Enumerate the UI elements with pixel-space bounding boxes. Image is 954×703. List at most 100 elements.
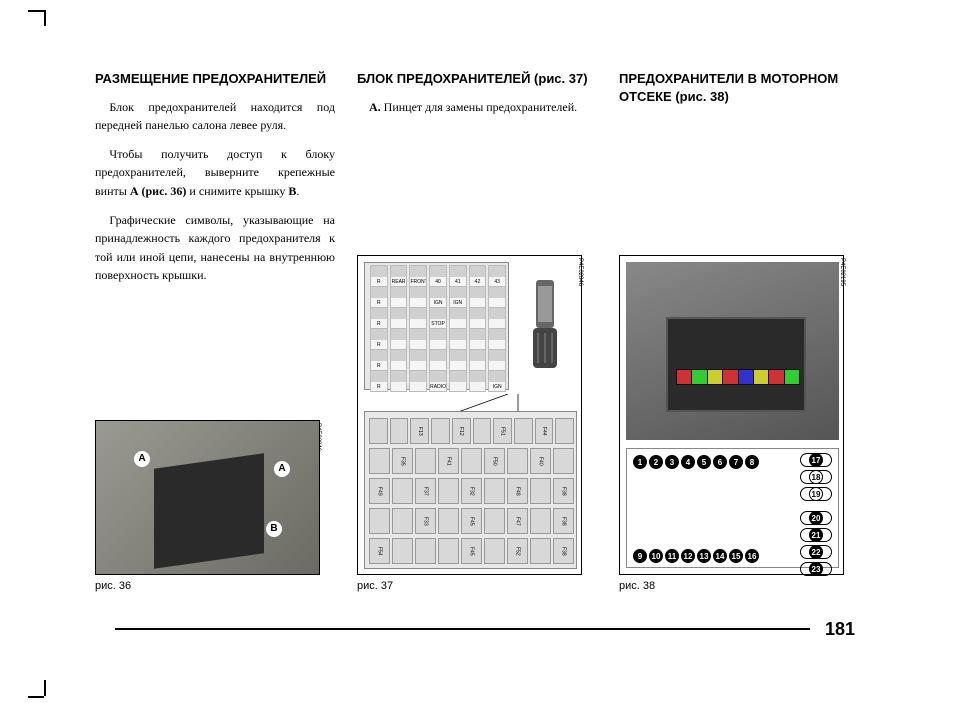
fig37-icon-cell — [409, 370, 427, 392]
fig37-icon-cell — [390, 286, 408, 308]
column-3: ПРЕДОХРАНИТЕЛИ В МОТОРНОМ ОТСЕКЕ (рис. 3… — [619, 70, 859, 115]
fig37-fuse-slot — [514, 418, 533, 444]
fig37-icon-cell — [390, 307, 408, 329]
fig37-fuse-slot — [392, 508, 413, 534]
fig38-marker-2: 2 — [649, 455, 663, 469]
fig37-fuse-slot — [553, 448, 574, 474]
fig36-fusebox-cover — [154, 453, 264, 568]
page-number-rule — [115, 628, 810, 630]
fig37-icon-cell: IGN — [488, 370, 506, 392]
fig37-icon-cell: 40 — [429, 265, 447, 287]
fig38-marker-4: 4 — [681, 455, 695, 469]
fig37-icon-cell — [390, 349, 408, 371]
fig38-marker-10: 10 — [649, 549, 663, 563]
fig38-marker-18: 18 — [809, 470, 823, 484]
fig37-icon-cell — [469, 307, 487, 329]
fig37-code: P4E02846 — [577, 258, 583, 286]
fig37-fuse-slot — [438, 478, 459, 504]
fig37-icon-cell: R — [370, 328, 388, 350]
fig37-icon-row: RREARFRONT40414243 — [369, 265, 507, 287]
fig37-fuse-slot: F50 — [484, 448, 505, 474]
fig37-icon-cell: 42 — [469, 265, 487, 287]
fig36-label: рис. 36 — [95, 580, 131, 592]
fig37-fuse-slot — [392, 538, 413, 564]
fig37-fuse-slot — [431, 418, 450, 444]
fig37-icon-row: RSTOP — [369, 307, 507, 329]
fig37-fuse-slot: F38 — [553, 478, 574, 504]
col1-para3: Графические символы, указывающие на прин… — [95, 211, 335, 285]
fig38-marker-15: 15 — [729, 549, 743, 563]
fig38-marker-6: 6 — [713, 455, 727, 469]
fig37-icon-cell: RADIO — [429, 370, 447, 392]
fig37-icon-cell — [449, 307, 467, 329]
fig38-marker-14: 14 — [713, 549, 727, 563]
fig38-marker-5: 5 — [697, 455, 711, 469]
fig37-fuse-slot — [555, 418, 574, 444]
fig37-fuse-slot: F47 — [507, 508, 528, 534]
col2-para1: А. Пинцет для замены предохранителей. — [357, 98, 597, 117]
fig37-icon-row: RRADIOIGN — [369, 370, 507, 392]
fig38-marker-17: 17 — [809, 453, 823, 467]
fig38-marker-23: 23 — [809, 562, 823, 576]
fig37-fuse-row: F13F12F51F44 — [369, 418, 574, 444]
fig37-fuse-slot — [390, 418, 409, 444]
fig38-marker-21: 21 — [809, 528, 823, 542]
fig38-engine-photo — [626, 262, 839, 440]
fig37-fuse-slot: F12 — [452, 418, 471, 444]
column-1: РАЗМЕЩЕНИЕ ПРЕДОХРАНИТЕЛЕЙ Блок предохра… — [95, 70, 335, 295]
fig37-fuse-panel: F13F12F51F44F35F41F50F40F49F37F32F48F38F… — [364, 411, 577, 569]
fig38-slot: 19 — [800, 487, 832, 501]
fig37-fuse-slot: F54 — [369, 538, 390, 564]
fig37-icon-row: R — [369, 349, 507, 371]
fig37-icon-cell: REAR — [390, 265, 408, 287]
figure-38: P4E02195 12345678 910111213141516 171819… — [619, 255, 844, 575]
fig37-fuse-slot: F49 — [369, 478, 390, 504]
fig37-icon-cell: IGN — [449, 286, 467, 308]
fig37-icon-cell: 41 — [449, 265, 467, 287]
col1-para2: Чтобы получить доступ к блоку предохрани… — [95, 145, 335, 201]
fig38-marker-13: 13 — [697, 549, 711, 563]
fig37-fuse-slot — [369, 508, 390, 534]
fig37-fuse-slot: F48 — [507, 478, 528, 504]
fig38-fusebox-enclosure — [666, 317, 806, 412]
fig37-icon-cell — [488, 307, 506, 329]
fig36-photo: A A B — [96, 421, 319, 574]
fig36-badge-a2: A — [274, 461, 290, 477]
fig37-fuse-slot — [392, 478, 413, 504]
fig38-marker-11: 11 — [665, 549, 679, 563]
fig37-icon-cell — [429, 328, 447, 350]
fig37-fuse-slot: F13 — [410, 418, 429, 444]
fig37-icon-cell — [469, 286, 487, 308]
heading-fusebox: БЛОК ПРЕДОХРАНИТЕЛЕЙ (рис. 37) — [357, 70, 597, 88]
fig37-fuse-slot: F45 — [461, 508, 482, 534]
fig37-fuse-row: F35F41F50F40 — [369, 448, 574, 474]
fig37-icon-cell: R — [370, 349, 388, 371]
fig37-icon-cell — [409, 349, 427, 371]
fig37-pliers-icon — [518, 278, 573, 373]
fig37-fuse-slot: F33 — [415, 508, 436, 534]
fig38-marker-9: 9 — [633, 549, 647, 563]
fig38-marker-16: 16 — [745, 549, 759, 563]
fig37-fuse-row: F33F45F47F38 — [369, 508, 574, 534]
fig37-fuse-slot — [461, 448, 482, 474]
fig38-slot: 17 — [800, 453, 832, 467]
fig37-icon-cell — [469, 349, 487, 371]
fig37-fuse-slot — [530, 478, 551, 504]
fig37-fuse-slot — [438, 538, 459, 564]
fig36-badge-a1: A — [134, 451, 150, 467]
fig37-fuse-slot — [415, 448, 436, 474]
fig37-fuse-slot: F52 — [507, 538, 528, 564]
fig37-icon-cell: 43 — [488, 265, 506, 287]
fig37-icon-row: RIGNIGN — [369, 286, 507, 308]
fig37-fuse-slot — [530, 538, 551, 564]
fig37-fuse-slot — [484, 478, 505, 504]
fig37-label: рис. 37 — [357, 580, 393, 592]
fig38-marker-12: 12 — [681, 549, 695, 563]
fig38-marker-22: 22 — [809, 545, 823, 559]
fig38-slot: 18 — [800, 470, 832, 484]
fig37-icon-cell — [469, 328, 487, 350]
fig37-fuse-slot: F37 — [415, 478, 436, 504]
fig38-marker-3: 3 — [665, 455, 679, 469]
fig37-icon-panel: RREARFRONT40414243RIGNIGNRSTOPRRRRADIOIG… — [364, 262, 509, 390]
fig38-slot: 23 — [800, 562, 832, 576]
